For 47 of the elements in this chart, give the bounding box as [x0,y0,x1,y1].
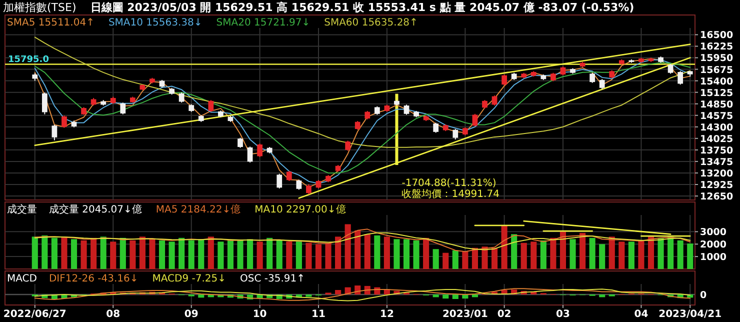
y-tick-label: 1000 [700,252,727,264]
chart-subtitle: 日線圖 2023/05/03 開 15629.51 高 15629.51 收 15553.41 s 點 量 2045.07 億 -83.07 (-0.53%) [90,1,634,14]
x-tick-label: 02 [497,309,512,320]
chart-title: 成交量 [7,204,37,216]
y-tick-label: 3000 [700,227,727,238]
text: MA10 2297.00↓億 [254,204,346,216]
y-tick-label: 15125 [700,88,734,99]
y-tick-label: 15675 [700,64,734,76]
x-tick-label: 2022/06/27 [3,309,66,320]
series-label: OSC -35.91↑ [240,274,306,284]
x-tick-label: 03 [556,309,570,320]
annotation: -1704.88(-11.31%) [402,178,496,189]
chart-title: 加權指數(TSE) [3,1,76,14]
text: SMA60 15635.28↑ [324,18,418,28]
y-tick-label: 14300 [700,122,734,134]
y-tick-label: 15400 [700,76,734,88]
x-tick-label: 10 [252,309,267,320]
chart-title: MACD [7,274,38,284]
ref-line-label: 15795.0 [8,55,49,66]
y-tick-label: 14025 [700,134,734,145]
series-label: 成交量 2045.07↓億 [49,204,142,216]
x-tick-label: 11 [312,309,326,320]
y-tick-label: 12650 [700,192,734,203]
text: SMA10 15563.38↓ [108,18,202,28]
x-tick-label: 2023/01 [442,309,488,320]
text: SMA20 15721.97↓ [216,18,310,28]
text: SMA5 15511.04↑ [7,18,94,28]
x-tick-label: 08 [106,309,120,320]
y-tick-label: 2000 [700,240,727,251]
text: MA5 2184.22↓億 [156,204,241,216]
y-tick-label: 16500 [700,30,734,42]
x-tick-label: 09 [184,309,198,320]
y-tick-label: 13750 [700,145,734,156]
y-tick-label: 13475 [700,156,734,168]
y-tick-label: 16225 [700,42,734,53]
y-tick-label: 14850 [700,99,734,110]
annotation: 收盤均價：14991.74 [402,188,500,200]
series-label: DIF12-26 -43.16↓ [48,274,138,284]
y-tick-label: 14575 [700,110,734,122]
ref-line-label: 0 [700,290,707,301]
x-tick-label: 2023/04/21 [658,309,722,320]
y-tick-label: 12925 [700,180,734,191]
series-label: MACD9 -7.25↓ [152,274,226,284]
y-tick-label: 13200 [700,168,734,180]
y-tick-label: 15950 [700,53,734,64]
x-tick-label: 12 [380,309,394,320]
x-tick-label: 04 [634,309,648,320]
